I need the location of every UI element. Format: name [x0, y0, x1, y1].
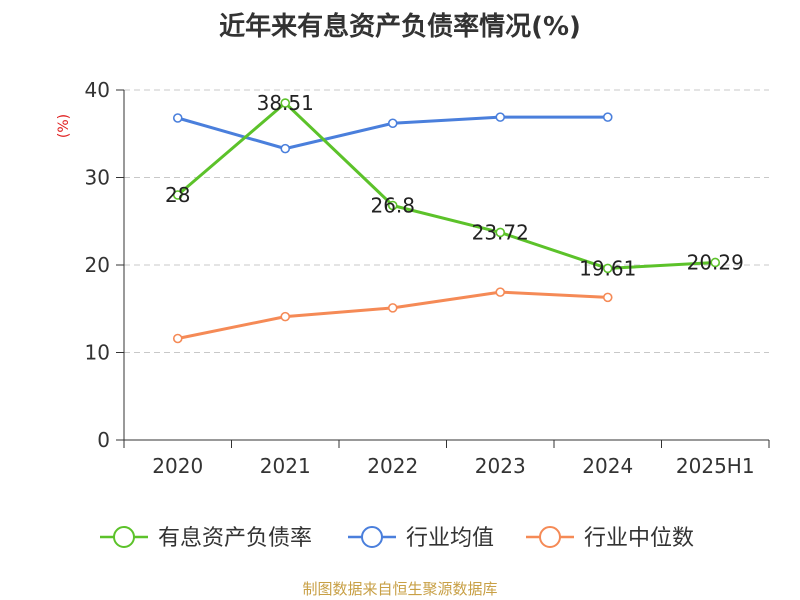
data-point[interactable]	[172, 113, 183, 123]
axes: 0 10 20 30 40 2020 2021 2022 2023 2024 2025H1 (%)	[56, 78, 770, 478]
data-point[interactable]	[172, 333, 183, 344]
x-tick-label: 2020	[152, 454, 203, 478]
data-point[interactable]	[495, 227, 506, 238]
data-point[interactable]	[280, 98, 291, 108]
data-label: 28	[165, 183, 190, 207]
y-tick-label: 20	[85, 253, 110, 277]
chart-title: 近年来有息资产负债率情况(%)	[219, 12, 581, 42]
data-labels: 28 38.51 26.8 23.72 19.61 20.29	[165, 91, 744, 280]
y-tick-label: 0	[97, 428, 110, 452]
data-point[interactable]	[280, 143, 291, 154]
legend-label: 有息资产负债率	[158, 526, 312, 551]
data-point[interactable]	[602, 292, 613, 303]
data-point[interactable]	[387, 118, 398, 129]
gridlines	[124, 89, 769, 353]
x-tick-label: 2024	[582, 454, 633, 478]
data-label: 26.8	[370, 194, 415, 218]
data-point[interactable]	[280, 311, 291, 322]
series-line	[177, 290, 608, 340]
legend-item[interactable]: 行业中位数	[526, 526, 694, 551]
legend-item[interactable]: 有息资产负债率	[100, 526, 312, 551]
y-tick-label: 10	[85, 341, 110, 365]
data-point[interactable]	[387, 200, 398, 211]
data-point[interactable]	[172, 190, 183, 200]
x-tick-label: 2023	[475, 454, 526, 478]
data-label: 38.51	[257, 91, 314, 115]
data-point[interactable]	[495, 287, 506, 297]
data-point[interactable]	[602, 112, 613, 122]
legend-item[interactable]: 行业均值	[348, 526, 494, 551]
x-tick-label: 2021	[260, 454, 311, 478]
series-lines	[172, 98, 721, 344]
data-label: 19.61	[579, 256, 636, 280]
legend-label: 行业均值	[406, 526, 494, 551]
y-axis-label: (%)	[56, 114, 72, 138]
legend[interactable]: 有息资产负债率 行业均值 行业中位数	[100, 526, 694, 551]
data-point[interactable]	[495, 112, 506, 122]
x-tick-label: 2025H1	[676, 454, 755, 478]
source-note: 制图数据来自恒生聚源数据库	[302, 580, 498, 598]
data-label: 23.72	[472, 220, 529, 244]
data-point[interactable]	[710, 257, 721, 268]
data-label: 20.29	[687, 250, 744, 274]
legend-marker	[113, 526, 135, 548]
data-point[interactable]	[387, 303, 398, 313]
y-tick-label: 40	[85, 78, 110, 102]
y-tick-label: 30	[85, 166, 110, 190]
data-point[interactable]	[602, 263, 613, 274]
legend-marker	[361, 526, 383, 548]
series-line	[176, 101, 716, 270]
x-tick-label: 2022	[367, 454, 418, 478]
legend-marker	[539, 526, 561, 548]
legend-label: 行业中位数	[584, 526, 694, 551]
